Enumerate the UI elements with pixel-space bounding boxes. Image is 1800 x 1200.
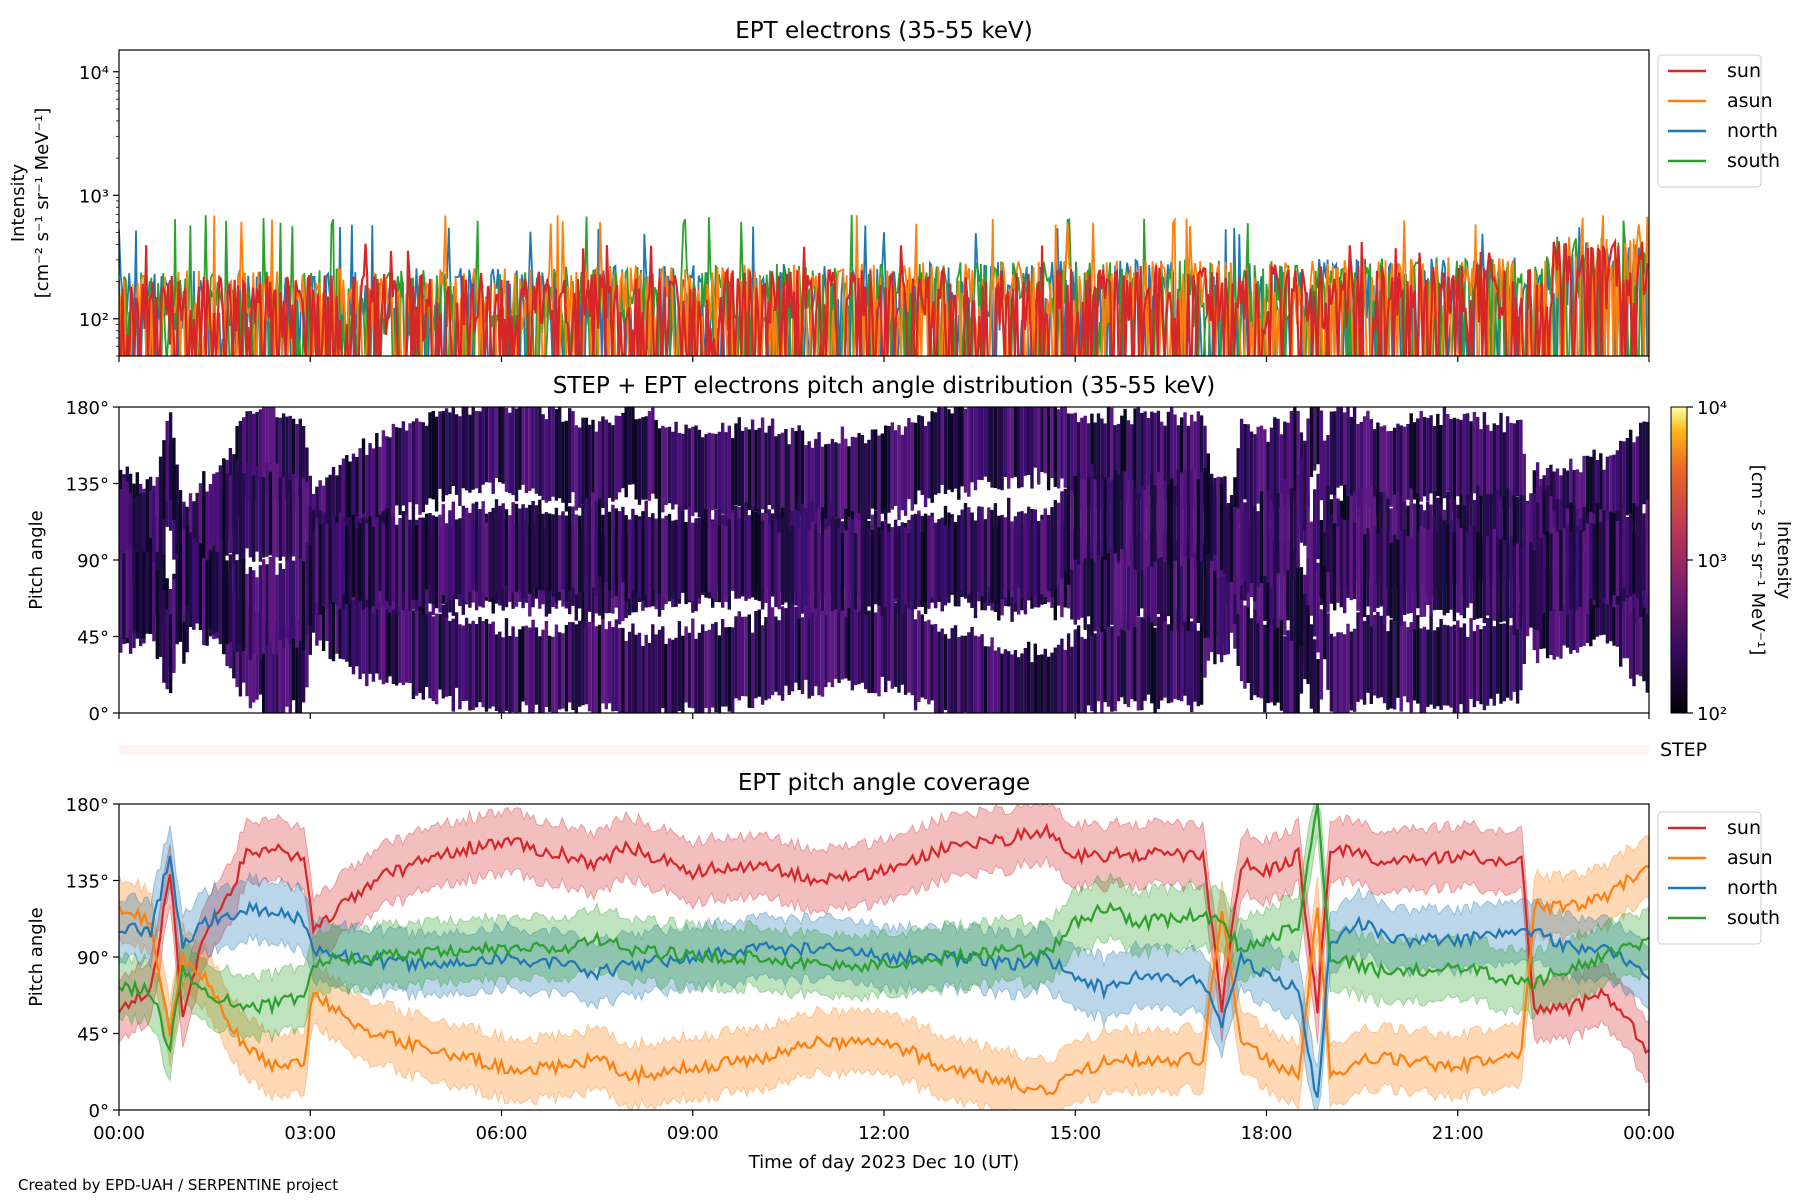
colorbar-label-line1: Intensity (1773, 521, 1794, 600)
y-tick-label: 180° (66, 398, 109, 419)
coverage-bands (119, 804, 1649, 1110)
colorbar (1670, 406, 1688, 714)
coverage-line-north (119, 855, 1649, 1098)
legend-label-sun: sun (1727, 60, 1761, 82)
panel2-x-ticks (118, 713, 1650, 719)
colorbar-tick-label: 10⁴ (1697, 398, 1727, 419)
panel2-y-axis: 0° 45° 90° 135° 180° (66, 398, 119, 725)
x-tick-label: 18:00 (1241, 1123, 1293, 1144)
y-tick-label: 10³ (79, 186, 109, 207)
legend-label-asun: asun (1727, 847, 1773, 869)
y-tick-label: 10⁴ (79, 63, 109, 84)
y-tick-label: 45° (77, 628, 109, 649)
panel2-ylabel: Pitch angle (26, 510, 47, 609)
legend-label-south: south (1727, 150, 1780, 172)
legend-label-north: north (1727, 120, 1778, 142)
y-tick-label: 135° (66, 872, 109, 893)
y-tick-label: 90° (77, 948, 109, 969)
legend-label-north: north (1727, 877, 1778, 899)
coverage-panel: EPT pitch angle coverage 0° 45° 90° 135° 180… (26, 770, 1780, 1173)
intensity-line-sun (119, 237, 1649, 356)
coverage-lines (119, 804, 1649, 1098)
x-tick-label: 00:00 (1623, 1123, 1675, 1144)
y-tick-label: 135° (66, 475, 109, 496)
step-label: STEP (1660, 739, 1707, 761)
y-tick-label: 180° (66, 795, 109, 816)
panel1-ylabel-line1: Intensity (8, 163, 29, 242)
intensity-panel: EPT electrons (35-55 keV) 10² 10³ 10⁴ Inte… (8, 18, 1780, 362)
legend-label-sun: sun (1727, 817, 1761, 839)
x-axis-label: Time of day 2023 Dec 10 (UT) (748, 1152, 1020, 1173)
colorbar-tick-label: 10³ (1697, 551, 1727, 572)
panel1-y-axis: 10² 10³ 10⁴ (79, 63, 119, 357)
panel1-ylabel-line2: [cm⁻² s⁻¹ sr⁻¹ MeV⁻¹] (32, 108, 53, 299)
x-tick-label: 09:00 (667, 1123, 719, 1144)
y-tick-label: 45° (77, 1025, 109, 1046)
x-tick-label: 15:00 (1049, 1123, 1101, 1144)
y-tick-label: 0° (89, 1101, 109, 1122)
x-tick-label: 12:00 (858, 1123, 910, 1144)
panel1-legend: sun asun north south (1657, 54, 1780, 188)
credit-text: Created by EPD-UAH / SERPENTINE project (18, 1176, 338, 1194)
x-tick-label: 21:00 (1432, 1123, 1484, 1144)
colorbar-tick-label: 10² (1697, 704, 1727, 725)
coverage-line-asun (119, 865, 1649, 1096)
coverage-line-sun (119, 822, 1649, 1055)
x-tick-label: 00:00 (93, 1123, 145, 1144)
colorbar-ticks: 10² 10³ 10⁴ (1687, 398, 1727, 725)
x-tick-label: 03:00 (284, 1123, 336, 1144)
coverage-line-south (119, 804, 1649, 1054)
legend-label-south: south (1727, 907, 1780, 929)
panel3-legend: sun asun north south (1657, 811, 1780, 945)
panel2-title: STEP + EPT electrons pitch angle distrib… (553, 373, 1215, 399)
step-coverage-bar (119, 745, 1649, 755)
panel3-title: EPT pitch angle coverage (738, 770, 1030, 796)
coverage-band-north (119, 825, 1649, 1110)
coverage-band-sun (119, 804, 1649, 1084)
legend-box (1657, 811, 1762, 945)
pad-heatmap-cells (119, 407, 1649, 713)
coverage-band-south (119, 804, 1649, 1083)
panel1-title: EPT electrons (35-55 keV) (735, 18, 1032, 44)
y-tick-label: 0° (89, 704, 109, 725)
panel1-x-ticks (118, 356, 1650, 362)
legend-label-asun: asun (1727, 90, 1773, 112)
x-tick-label: 06:00 (476, 1123, 528, 1144)
panel3-y-axis: 0° 45° 90° 135° 180° (66, 795, 119, 1122)
intensity-series-group (119, 214, 1649, 356)
legend-box (1657, 54, 1762, 188)
y-tick-label: 10² (79, 310, 109, 331)
intensity-line-north (119, 224, 1649, 356)
panel3-x-axis: 00:00 03:00 06:00 09:00 12:00 15:00 18:00 21:00… (93, 1110, 1675, 1144)
colorbar-label-line2: [cm⁻² s⁻¹ sr⁻¹ MeV⁻¹] (1747, 465, 1768, 656)
pad-heatmap-panel: STEP + EPT electrons pitch angle distrib… (26, 373, 1794, 725)
coverage-band-asun (119, 835, 1649, 1110)
y-tick-label: 90° (77, 551, 109, 572)
panel3-ylabel: Pitch angle (26, 907, 47, 1006)
